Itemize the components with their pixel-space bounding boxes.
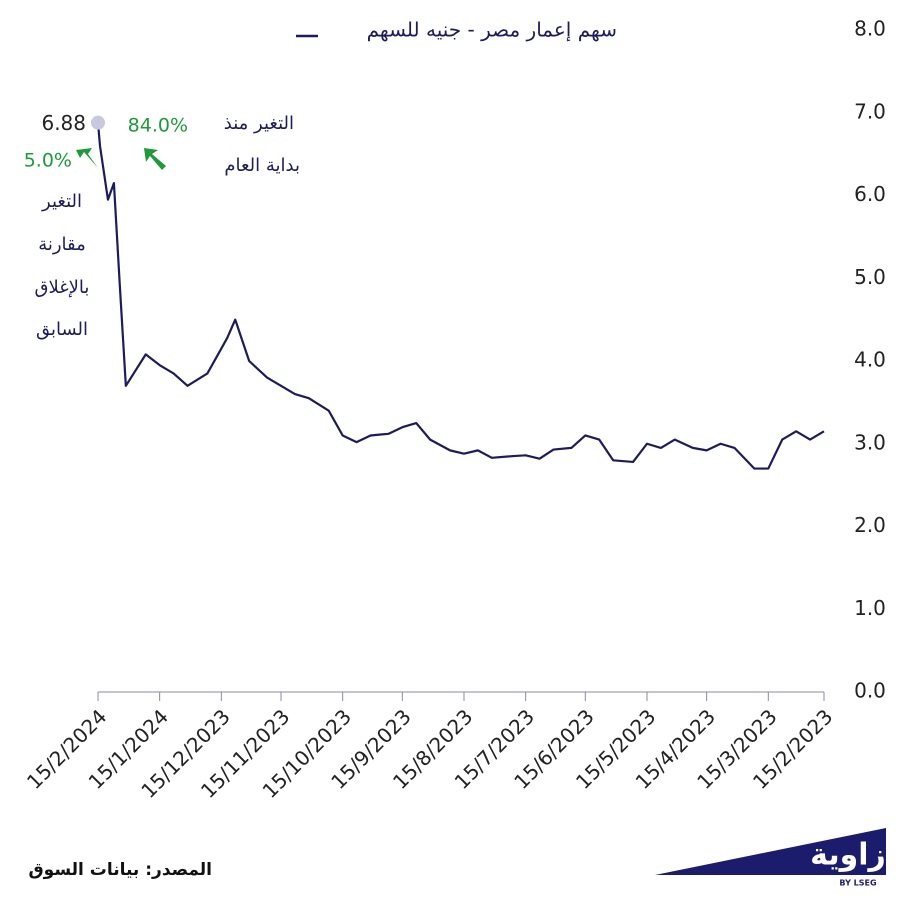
ytd-change-label: التغير منذ	[224, 113, 294, 134]
y-tick-label: 7.0	[854, 99, 886, 123]
line	[96, 122, 825, 470]
logo-sub: BY LSEG	[839, 879, 876, 888]
daily-change-label: مقارنة	[38, 234, 86, 255]
last-point	[91, 115, 105, 130]
daily-change-label: بالإغلاق	[35, 277, 90, 298]
daily-change: 5.0%	[24, 150, 72, 172]
y-tick-label: 8.0	[854, 17, 886, 41]
daily-change-label: التغير	[41, 191, 82, 212]
arrow-up	[144, 148, 166, 170]
logo-shape	[655, 828, 886, 875]
y-tick-label: 4.0	[854, 348, 886, 372]
y-tick-label: 3.0	[854, 430, 886, 454]
logo: زاوية	[810, 838, 886, 873]
y-tick-label: 6.0	[854, 182, 886, 206]
y-tick-label: 2.0	[854, 513, 886, 537]
last-value-label: 6.88	[41, 111, 86, 135]
ytd-change-label: بداية العام	[224, 155, 300, 176]
daily-change-label: السابق	[36, 319, 88, 340]
source: المصدر: بيانات السوق	[28, 860, 212, 880]
y-tick-label: 5.0	[854, 265, 886, 289]
legend-label: سهم إعمار مصر - جنيه للسهم	[367, 18, 617, 43]
arrow-up	[76, 148, 98, 168]
y-tick-label: 0.0	[854, 679, 886, 703]
ytd-change: 84.0%	[128, 115, 188, 137]
y-tick-label: 1.0	[854, 596, 886, 620]
